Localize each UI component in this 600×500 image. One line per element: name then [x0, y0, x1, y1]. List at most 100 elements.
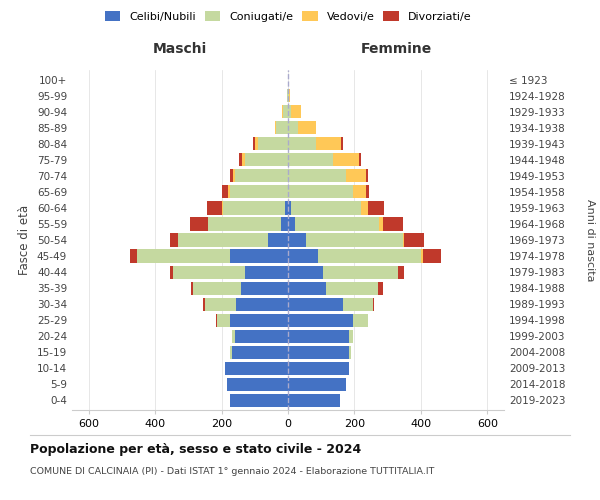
- Y-axis label: Fasce di età: Fasce di età: [19, 205, 31, 275]
- Bar: [203, 298, 205, 310]
- Bar: [230, 170, 233, 182]
- Bar: [170, 234, 178, 246]
- Bar: [333, 153, 359, 166]
- Bar: [316, 137, 341, 150]
- Bar: [275, 121, 277, 134]
- Bar: [288, 378, 346, 391]
- Bar: [383, 218, 403, 230]
- Bar: [230, 314, 288, 327]
- Bar: [288, 105, 292, 118]
- Bar: [236, 298, 288, 310]
- Bar: [223, 202, 284, 214]
- Bar: [255, 137, 258, 150]
- Bar: [288, 202, 292, 214]
- Bar: [217, 314, 230, 327]
- Bar: [239, 153, 242, 166]
- Bar: [288, 218, 295, 230]
- Bar: [190, 218, 208, 230]
- Bar: [398, 266, 404, 278]
- Bar: [228, 186, 230, 198]
- Bar: [422, 250, 441, 262]
- Bar: [235, 170, 288, 182]
- Bar: [287, 89, 288, 102]
- Bar: [361, 202, 368, 214]
- Bar: [378, 282, 383, 294]
- Bar: [404, 234, 424, 246]
- Bar: [178, 234, 268, 246]
- Bar: [288, 170, 346, 182]
- Bar: [288, 314, 353, 327]
- Bar: [222, 202, 223, 214]
- Bar: [343, 298, 373, 310]
- Bar: [288, 282, 326, 294]
- Text: Maschi: Maschi: [153, 42, 207, 56]
- Bar: [130, 250, 137, 262]
- Bar: [230, 346, 232, 359]
- Bar: [227, 378, 288, 391]
- Bar: [288, 234, 306, 246]
- Bar: [359, 153, 361, 166]
- Text: COMUNE DI CALCINAIA (PI) - Dati ISTAT 1° gennaio 2024 - Elaborazione TUTTITALIA.: COMUNE DI CALCINAIA (PI) - Dati ISTAT 1°…: [30, 468, 434, 476]
- Bar: [230, 250, 288, 262]
- Bar: [346, 170, 366, 182]
- Y-axis label: Anni di nascita: Anni di nascita: [585, 198, 595, 281]
- Bar: [284, 202, 288, 214]
- Bar: [292, 105, 301, 118]
- Bar: [232, 330, 235, 343]
- Bar: [326, 282, 378, 294]
- Bar: [349, 330, 353, 343]
- Bar: [277, 121, 288, 134]
- Bar: [208, 218, 281, 230]
- Bar: [221, 186, 228, 198]
- Bar: [318, 250, 421, 262]
- Text: Femmine: Femmine: [361, 42, 431, 56]
- Bar: [245, 153, 288, 166]
- Bar: [288, 298, 343, 310]
- Bar: [403, 234, 404, 246]
- Bar: [205, 298, 236, 310]
- Bar: [207, 202, 222, 214]
- Bar: [288, 394, 340, 407]
- Bar: [245, 266, 288, 278]
- Legend: Celibi/Nubili, Coniugati/e, Vedovi/e, Divorziati/e: Celibi/Nubili, Coniugati/e, Vedovi/e, Di…: [101, 8, 475, 25]
- Bar: [298, 121, 316, 134]
- Bar: [288, 330, 349, 343]
- Bar: [235, 330, 288, 343]
- Bar: [288, 266, 323, 278]
- Bar: [288, 121, 298, 134]
- Bar: [253, 137, 255, 150]
- Bar: [191, 282, 193, 294]
- Bar: [288, 346, 349, 359]
- Bar: [366, 186, 370, 198]
- Bar: [230, 394, 288, 407]
- Bar: [353, 186, 366, 198]
- Bar: [323, 266, 398, 278]
- Bar: [341, 137, 343, 150]
- Bar: [366, 170, 368, 182]
- Bar: [233, 170, 235, 182]
- Bar: [306, 234, 403, 246]
- Bar: [283, 105, 288, 118]
- Bar: [288, 362, 349, 375]
- Bar: [216, 314, 217, 327]
- Bar: [137, 250, 230, 262]
- Bar: [368, 202, 385, 214]
- Bar: [288, 89, 289, 102]
- Bar: [232, 346, 288, 359]
- Bar: [268, 234, 288, 246]
- Bar: [288, 186, 353, 198]
- Text: Popolazione per età, sesso e stato civile - 2024: Popolazione per età, sesso e stato civil…: [30, 442, 361, 456]
- Bar: [193, 282, 241, 294]
- Bar: [173, 266, 245, 278]
- Bar: [421, 250, 422, 262]
- Bar: [230, 186, 288, 198]
- Bar: [170, 266, 173, 278]
- Bar: [242, 153, 245, 166]
- Bar: [225, 362, 288, 375]
- Bar: [379, 218, 383, 230]
- Bar: [295, 218, 379, 230]
- Bar: [258, 137, 288, 150]
- Bar: [353, 314, 368, 327]
- Bar: [289, 89, 290, 102]
- Bar: [373, 298, 374, 310]
